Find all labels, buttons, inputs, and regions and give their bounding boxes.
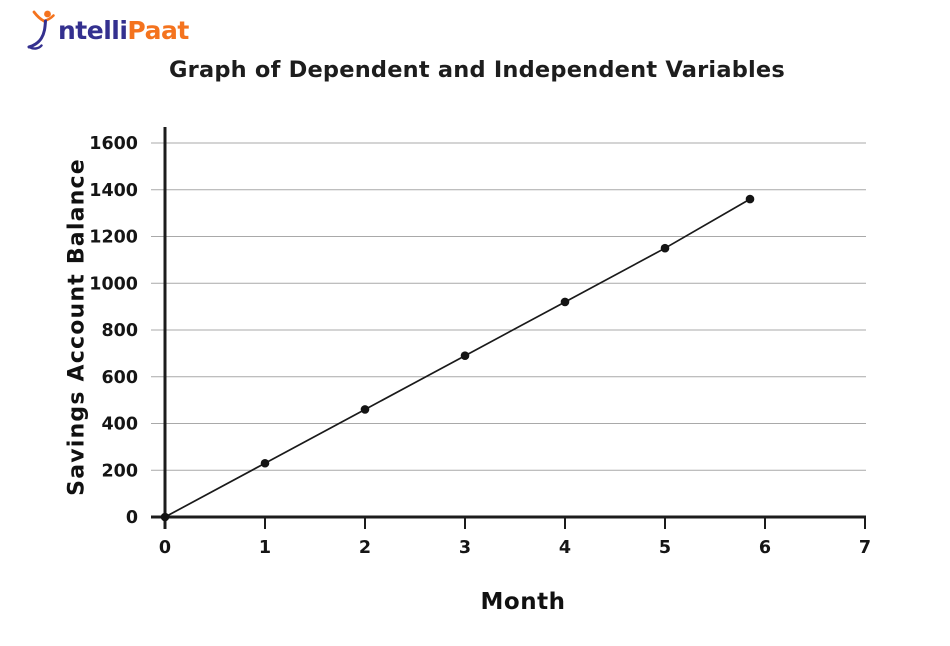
y-tick-label: 1200	[89, 228, 138, 248]
data-point	[560, 297, 570, 307]
x-tick-label: 6	[759, 538, 771, 558]
chart-title: Graph of Dependent and Independent Varia…	[169, 57, 785, 83]
y-tick-label: 600	[101, 368, 138, 388]
x-tick-label: 0	[159, 538, 171, 558]
x-tick-label: 1	[259, 538, 271, 558]
y-tick-label: 1600	[89, 134, 138, 154]
y-tick-label: 1000	[89, 274, 138, 294]
x-tick-label: 4	[559, 538, 571, 558]
y-tick-label: 200	[101, 461, 138, 481]
data-point	[745, 194, 755, 204]
logo-text: ntelliPaat	[58, 18, 189, 50]
intellipaat-logo: ntelliPaat	[27, 8, 189, 50]
y-tick-label: 800	[101, 321, 138, 341]
x-tick-label: 2	[359, 538, 371, 558]
y-tick-label: 400	[101, 415, 138, 435]
x-axis-title: Month	[480, 589, 566, 615]
logo-person-icon	[27, 10, 55, 50]
data-point	[260, 458, 270, 468]
y-tick-label: 1400	[89, 181, 138, 201]
logo-text-paat: Paat	[127, 16, 189, 45]
data-point	[360, 405, 370, 414]
x-tick-label: 3	[459, 538, 471, 558]
x-tick-label: 5	[659, 538, 671, 558]
data-point	[460, 351, 470, 361]
y-tick-label: 0	[126, 508, 138, 528]
data-point	[160, 512, 170, 522]
logo-text-ntelli: ntelli	[58, 16, 128, 45]
x-tick-label: 7	[859, 538, 871, 558]
data-point	[660, 243, 670, 253]
